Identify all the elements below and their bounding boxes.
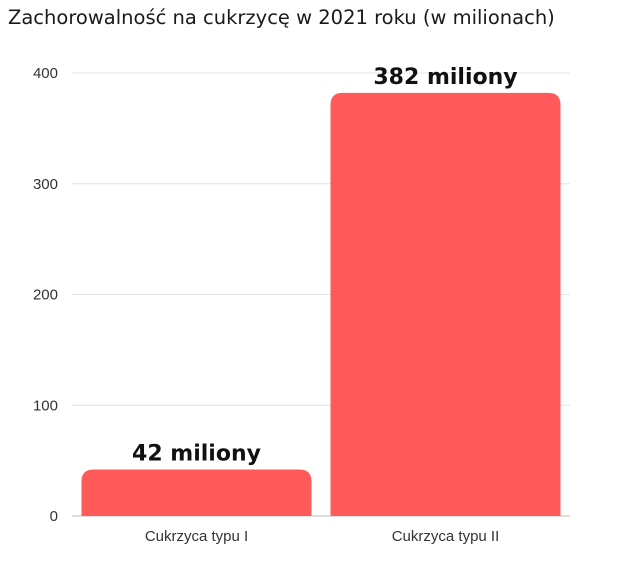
x-axis-categories: Cukrzyca typu I Cukrzyca typu II — [145, 528, 499, 545]
y-tick-label: 300 — [33, 176, 58, 193]
y-tick-label: 200 — [33, 287, 58, 304]
y-tick-label: 0 — [50, 508, 58, 525]
y-tick-label: 400 — [33, 65, 58, 82]
category-label-1: Cukrzyca typu I — [145, 528, 248, 545]
category-label-2: Cukrzyca typu II — [392, 528, 500, 545]
data-label-2: 382 miliony — [373, 65, 517, 90]
y-axis-ticks: 0 100 200 300 400 — [33, 65, 58, 525]
y-tick-label: 100 — [33, 397, 58, 414]
data-labels: 42 miliony 382 miliony — [132, 65, 518, 467]
bar-1 — [81, 469, 312, 516]
chart-title: Zachorowalność na cukrzycę w 2021 roku (… — [8, 6, 555, 29]
bars — [81, 92, 561, 516]
data-label-1: 42 miliony — [132, 441, 261, 466]
bar-2 — [330, 92, 561, 516]
